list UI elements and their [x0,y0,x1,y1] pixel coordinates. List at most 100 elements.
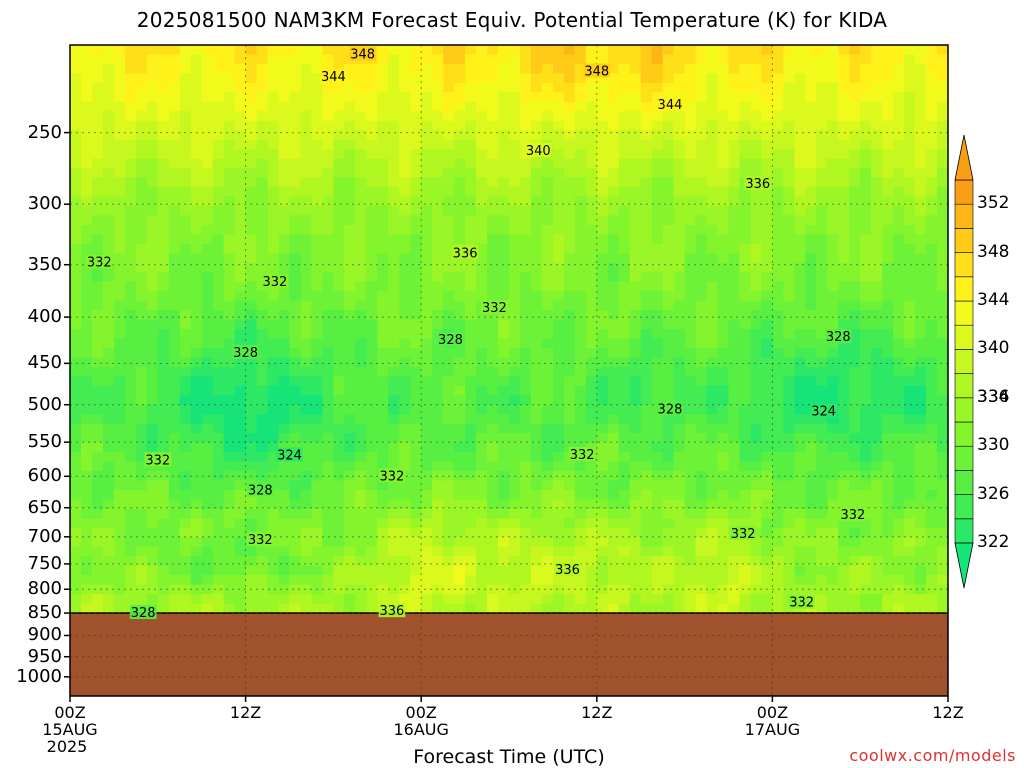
field-cell [662,168,675,179]
field-cell [882,347,894,359]
field-cell [410,347,422,359]
field-cell [552,243,565,254]
field-cell [366,111,378,122]
field-cell [190,310,203,321]
field-cell [849,329,861,340]
chart-title: 2025081500 NAM3KM Forecast Equiv. Potent… [136,8,888,32]
field-cell [487,366,499,377]
field-cell [245,461,258,472]
field-cell [783,82,795,93]
field-cell [926,480,938,491]
field-cell [399,385,411,396]
field-cell [783,508,795,519]
field-cell [146,45,159,56]
field-cell [333,281,345,292]
field-cell [344,347,356,359]
field-cell [179,73,192,84]
field-cell [717,111,730,122]
field-cell [816,234,828,245]
field-cell [739,395,752,406]
field-cell [70,499,82,510]
field-cell [102,82,115,93]
field-cell [673,442,686,453]
field-cell [245,565,258,576]
field-cell [783,130,795,141]
field-cell [498,357,510,368]
field-cell [695,300,708,311]
field-cell [388,594,400,605]
field-cell [816,92,828,103]
field-cell [256,357,269,368]
field-cell [849,546,861,557]
field-cell [541,120,554,131]
field-cell [816,575,828,586]
field-cell [465,281,477,292]
field-cell [366,404,378,415]
field-cell [904,376,916,387]
field-cell [805,357,817,368]
field-cell [794,518,806,529]
field-cell [432,575,444,586]
field-cell [289,471,302,482]
field-cell [465,338,477,349]
field-cell [190,556,203,567]
field-cell [563,508,576,519]
field-cell [168,45,181,56]
field-cell [190,347,203,359]
field-cell [410,177,422,188]
field-cell [618,452,631,463]
field-cell [717,234,730,245]
field-cell [519,575,532,586]
field-cell [871,262,883,273]
field-cell [893,300,905,311]
field-cell [574,54,587,65]
field-cell [618,499,631,510]
field-cell [574,224,587,235]
field-cell [519,45,532,56]
field-cell [113,329,126,340]
field-cell [190,45,203,56]
field-cell [399,395,411,406]
credit-text[interactable]: coolwx.com/models [849,746,1016,765]
field-cell [541,130,554,141]
field-cell [816,414,828,425]
field-cell [552,329,565,340]
field-cell [289,329,302,340]
field-cell [80,594,93,605]
field-cell [168,177,181,188]
field-cell [827,565,839,576]
field-cell [190,63,203,74]
field-cell [838,168,850,179]
field-cell [530,376,543,387]
field-cell [135,546,148,557]
field-cell [245,291,258,302]
field-cell [443,187,455,198]
field-cell [333,452,345,463]
field-cell [432,546,444,557]
field-cell [673,508,686,519]
field-cell [91,603,104,614]
field-cell [827,575,839,586]
field-cell [662,584,675,595]
field-cell [432,253,444,264]
contour-label: 324 [811,405,836,420]
field-cell [915,518,927,529]
field-cell [135,291,148,302]
field-cell [289,395,302,406]
field-cell [530,338,543,349]
field-cell [300,546,313,557]
colorbar-label: 344 [977,290,1010,310]
field-cell [871,594,883,605]
field-cell [234,168,247,179]
field-cell [124,111,137,122]
field-cell [509,149,521,160]
field-cell [783,158,795,169]
field-cell [322,423,334,434]
field-cell [102,556,115,567]
field-cell [300,499,313,510]
field-cell [388,54,400,65]
field-cell [311,205,324,217]
field-cell [849,224,861,235]
field-cell [805,433,817,444]
field-cell [498,575,510,586]
